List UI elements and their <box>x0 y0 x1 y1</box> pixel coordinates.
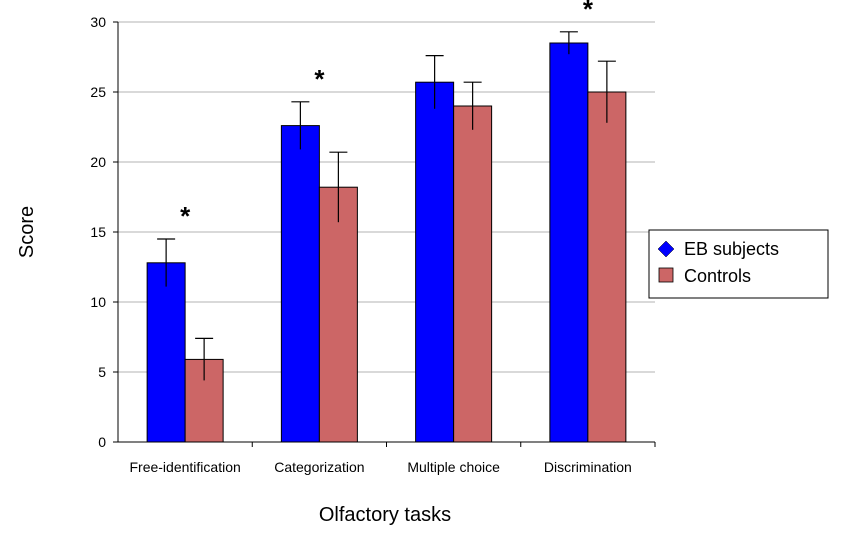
y-tick-label-30: 30 <box>90 14 106 30</box>
x-tick-label-multiple-choice: Multiple choice <box>407 459 500 475</box>
significance-annotations: * * * <box>180 0 594 231</box>
y-tick-label-10: 10 <box>90 294 106 310</box>
significance-star-discrimination: * <box>583 0 594 24</box>
significance-star-categorization: * <box>314 64 325 94</box>
bar-controls-multiple-choice <box>453 105 493 443</box>
bar-controls-categorization <box>318 186 358 443</box>
bar-eb-subjects-multiple-choice <box>415 81 455 443</box>
legend-label-controls: Controls <box>684 266 751 286</box>
x-tick-label-free-identification: Free-identification <box>129 459 240 475</box>
y-tick-label-5: 5 <box>98 364 106 380</box>
y-tick-label-0: 0 <box>98 434 106 450</box>
legend-box <box>648 229 829 299</box>
y-tick-label-25: 25 <box>90 84 106 100</box>
legend-label-eb-subjects: EB subjects <box>684 239 779 259</box>
bar-eb-subjects-categorization <box>280 125 320 443</box>
bar-eb-subjects-discrimination <box>549 42 589 443</box>
x-axis-title: Olfactory tasks <box>319 504 451 526</box>
y-tick-label-20: 20 <box>90 154 106 170</box>
y-tick-label-15: 15 <box>90 224 106 240</box>
error-bars <box>157 31 616 381</box>
x-tick-label-categorization: Categorization <box>274 459 364 475</box>
bar-controls-discrimination <box>587 91 627 443</box>
legend-marker-eb-subjects <box>657 240 675 258</box>
bar-controls-free-identification <box>184 358 224 443</box>
x-tick-label-discrimination: Discrimination <box>544 459 632 475</box>
legend: EB subjects Controls <box>648 229 829 299</box>
legend-marker-controls <box>658 267 674 283</box>
bar-eb-subjects-free-identification <box>146 262 186 443</box>
y-axis-title: Score <box>16 206 38 258</box>
x-axis-categories: Free-identification Categorization Multipl… <box>129 442 656 475</box>
bars <box>146 42 627 443</box>
y-axis-ticks: 0 5 10 15 20 25 30 <box>90 14 118 450</box>
significance-star-free-identification: * <box>180 201 191 231</box>
